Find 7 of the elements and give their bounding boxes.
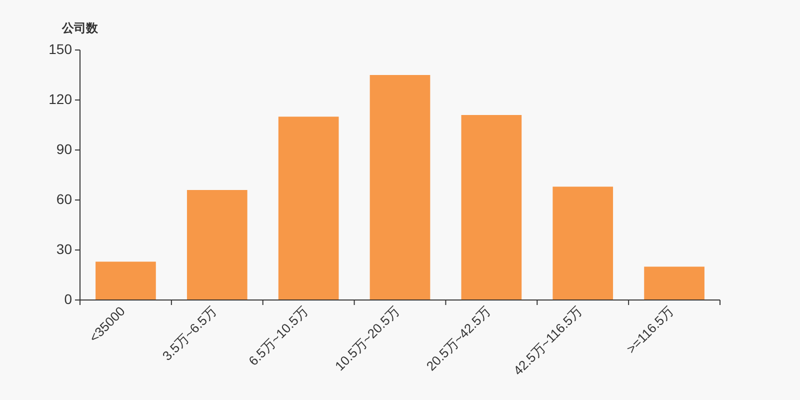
- y-tick-label: 30: [56, 241, 72, 257]
- y-axis-title: 公司数: [61, 21, 99, 35]
- y-tick-label: 0: [64, 291, 72, 307]
- y-tick-label: 60: [56, 191, 72, 207]
- y-tick-label: 120: [48, 91, 72, 107]
- y-tick-label: 150: [48, 41, 72, 57]
- y-tick-label: 90: [56, 141, 72, 157]
